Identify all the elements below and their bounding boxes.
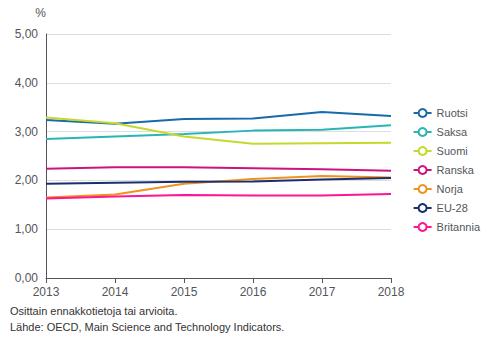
svg-text:2017: 2017 — [309, 285, 336, 299]
svg-text:2016: 2016 — [240, 285, 267, 299]
svg-text:3,00: 3,00 — [15, 125, 39, 139]
svg-text:5,00: 5,00 — [15, 27, 39, 41]
svg-text:Suomi: Suomi — [437, 145, 468, 157]
svg-text:2014: 2014 — [102, 285, 129, 299]
svg-text:Saksa: Saksa — [437, 126, 468, 138]
svg-text:2018: 2018 — [378, 285, 405, 299]
svg-text:2015: 2015 — [171, 285, 198, 299]
svg-text:Britannia: Britannia — [437, 221, 481, 233]
svg-text:Lähde: OECD, Main Science and: Lähde: OECD, Main Science and Technology… — [10, 321, 284, 333]
svg-text:2,00: 2,00 — [15, 173, 39, 187]
svg-text:0,00: 0,00 — [15, 271, 39, 285]
svg-text:Ruotsi: Ruotsi — [437, 107, 468, 119]
svg-text:Osittain ennakkotietoja tai ar: Osittain ennakkotietoja tai arvioita. — [10, 305, 178, 317]
svg-text:EU-28: EU-28 — [437, 202, 468, 214]
svg-text:4,00: 4,00 — [15, 76, 39, 90]
svg-text:1,00: 1,00 — [15, 222, 39, 236]
svg-text:Norja: Norja — [437, 183, 464, 195]
svg-text:%: % — [35, 6, 46, 20]
svg-text:2013: 2013 — [33, 285, 60, 299]
svg-text:Ranska: Ranska — [437, 164, 475, 176]
